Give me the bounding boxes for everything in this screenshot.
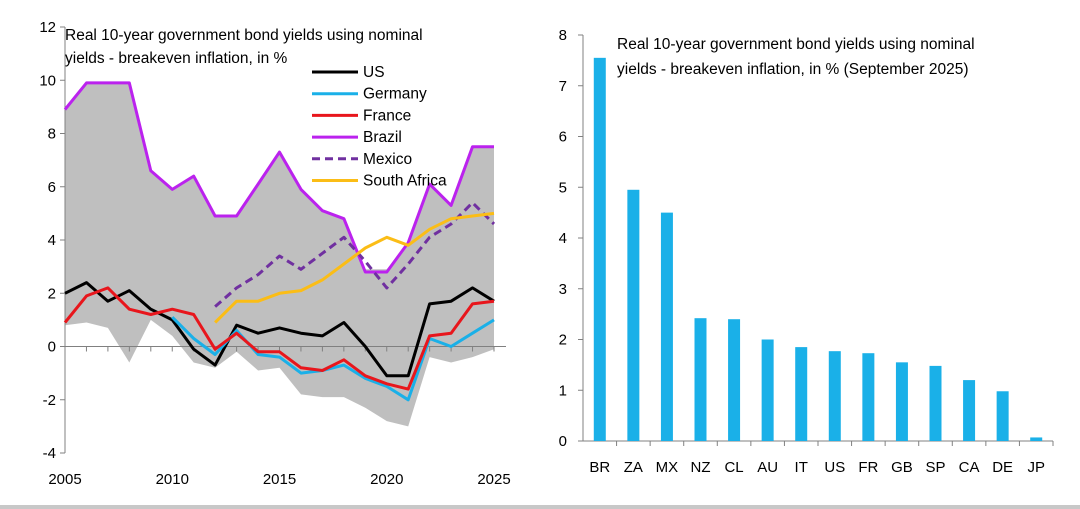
left-axes <box>60 26 506 454</box>
bar-gb <box>895 362 908 441</box>
left-y-tick-label-10: 10 <box>39 72 56 89</box>
right-y-tick-label-6: 6 <box>559 129 567 146</box>
legend-label-brazil: Brazil <box>363 129 402 146</box>
legend-label-mexico: Mexico <box>363 151 412 168</box>
right-chart-title-line-1: Real 10-year government bond yields usin… <box>617 36 975 53</box>
legend-label-france: France <box>363 107 411 124</box>
left-x-tick-label-2015: 2015 <box>263 471 296 488</box>
right-axes <box>578 34 1054 446</box>
right-y-tick-label-4: 4 <box>559 230 567 247</box>
right-chart-title-line-2: yields - breakeven inflation, in % (Sept… <box>617 61 969 78</box>
left-y-tick-label-4: -4 <box>43 445 56 462</box>
right-x-tick-label-jp: JP <box>1027 459 1045 476</box>
bar-nz <box>694 318 707 441</box>
bar-ca <box>963 380 976 441</box>
right-x-tick-label-nz: NZ <box>691 459 711 476</box>
bar-za <box>627 189 640 441</box>
left-y-tick-label-0: 0 <box>48 339 56 356</box>
left-y-tick-label-12: 12 <box>39 19 56 36</box>
bar-it <box>795 347 808 441</box>
right-x-tick-label-mx: MX <box>656 459 679 476</box>
bar-group <box>593 57 1043 442</box>
right-y-tick-label-3: 3 <box>559 281 567 298</box>
right-y-tick-label-7: 7 <box>559 78 567 95</box>
bar-de <box>996 391 1009 441</box>
left-chart-title-line-2: yields - breakeven inflation, in % <box>65 50 288 67</box>
left-x-tick-label-2010: 2010 <box>156 471 189 488</box>
right-y-tick-label-0: 0 <box>559 433 567 450</box>
series-line-south-africa <box>214 211 495 324</box>
right-x-tick-label-fr: FR <box>858 459 878 476</box>
right-x-tick-label-gb: GB <box>891 459 913 476</box>
series-line-mexico <box>214 201 496 308</box>
left-y-tick-label-6: 6 <box>48 179 56 196</box>
bar-fr <box>862 353 875 441</box>
right-x-tick-label-br: BR <box>589 459 610 476</box>
bar-us <box>828 351 841 441</box>
right-x-tick-label-us: US <box>824 459 845 476</box>
left-y-tick-label-4: 4 <box>48 232 56 249</box>
right-y-tick-label-1: 1 <box>559 382 567 399</box>
legend-label-us: US <box>363 64 385 81</box>
right-y-tick-label-5: 5 <box>559 179 567 196</box>
right-y-tick-label-8: 8 <box>559 27 567 44</box>
left-line-chart: 12 10 8 6 4 2 0 -2 -4 2005 2010 2015 2020 2025 Real 1… <box>39 19 510 488</box>
right-x-tick-label-za: ZA <box>624 459 643 476</box>
bar-sp <box>929 365 942 441</box>
left-y-tick-label-8: 8 <box>48 126 56 143</box>
right-x-tick-label-it: IT <box>795 459 808 476</box>
left-x-tick-label-2005: 2005 <box>48 471 81 488</box>
bar-au <box>761 339 774 441</box>
legend-label-south-africa: South Africa <box>363 173 447 190</box>
series-line-brazil <box>63 81 494 274</box>
left-chart-title-line-1: Real 10-year government bond yields usin… <box>65 27 423 44</box>
left-x-tick-label-2025: 2025 <box>477 471 510 488</box>
legend-label-germany: Germany <box>363 86 427 103</box>
bar-cl <box>728 319 741 441</box>
series-line-us <box>64 281 495 378</box>
right-x-tick-label-ca: CA <box>959 459 980 476</box>
right-y-tick-label-2: 2 <box>559 332 567 349</box>
right-x-tick-label-au: AU <box>757 459 778 476</box>
left-y-tick-label-2: -2 <box>43 392 56 409</box>
right-x-tick-label-sp: SP <box>925 459 945 476</box>
right-bar-chart: 8 7 6 5 4 3 2 1 0 BR ZA MX NZ CL AU IT US FR GB SP CA DE JP Re… <box>559 27 1054 476</box>
bar-jp <box>1030 437 1043 441</box>
bottom-divider <box>0 505 1080 509</box>
left-tick-labels: 12 10 8 6 4 2 0 -2 -4 2005 2010 2015 2020 2025 <box>39 19 510 488</box>
line-series-group <box>63 81 496 402</box>
left-legend: US Germany France Brazil Mexico South Africa <box>312 64 447 190</box>
right-x-tick-label-de: DE <box>992 459 1013 476</box>
bar-br <box>593 57 606 442</box>
bar-mx <box>660 212 673 441</box>
right-tick-labels: 8 7 6 5 4 3 2 1 0 BR ZA MX NZ CL AU IT US FR GB SP CA DE JP <box>559 27 1045 476</box>
left-y-tick-label-2: 2 <box>48 285 56 302</box>
series-line-france <box>63 286 495 391</box>
right-x-tick-label-cl: CL <box>724 459 743 476</box>
left-x-tick-label-2020: 2020 <box>370 471 403 488</box>
